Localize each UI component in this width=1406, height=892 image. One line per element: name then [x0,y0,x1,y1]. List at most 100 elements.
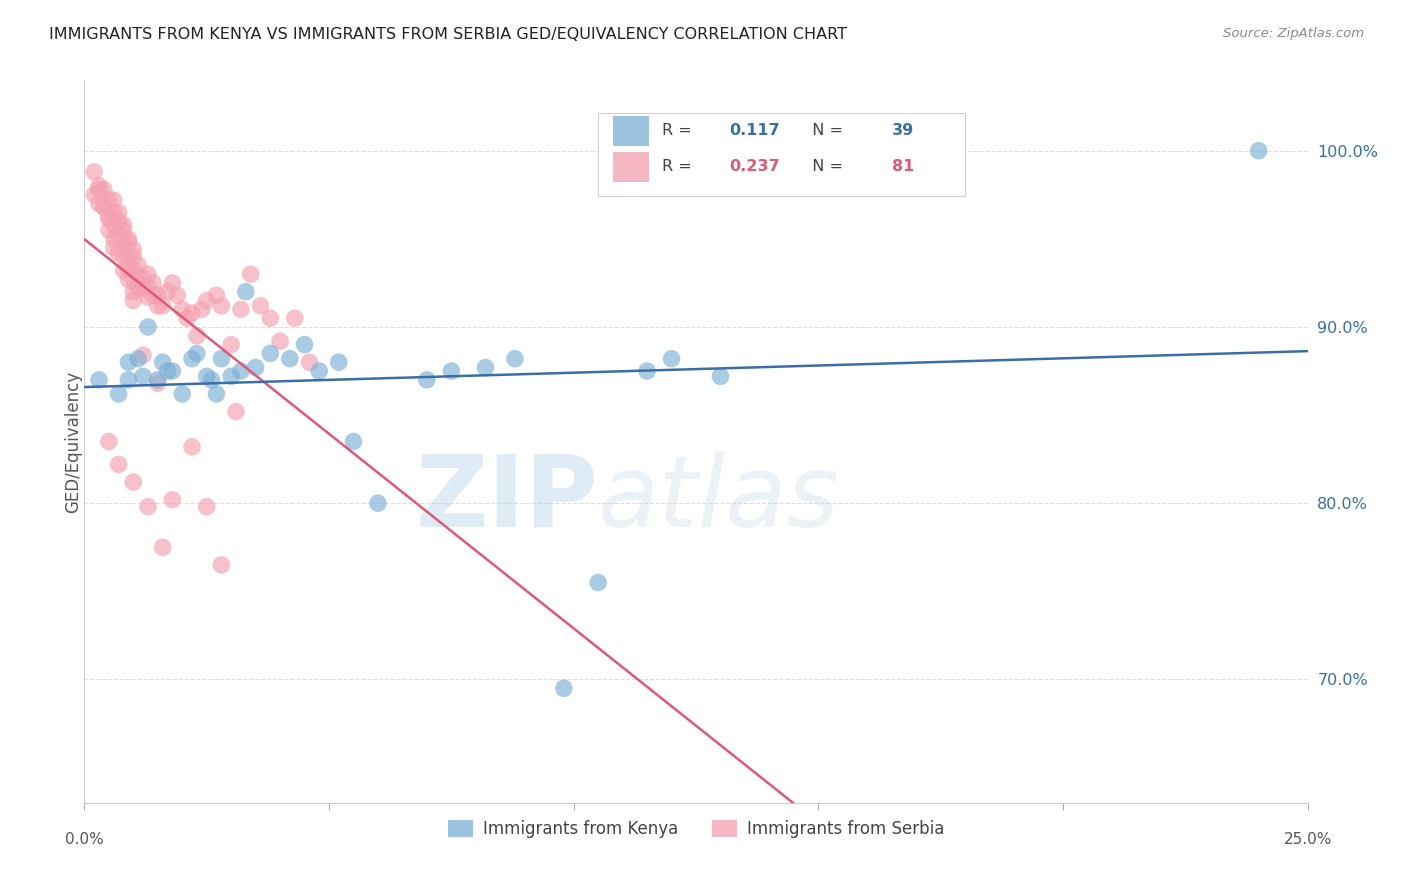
Point [136,267,159,281]
Point [103,193,125,207]
Point [229,302,252,317]
Text: R =: R = [662,123,696,138]
Point [103,232,125,246]
Text: IMMIGRANTS FROM KENYA VS IMMIGRANTS FROM SERBIA GED/EQUIVALENCY CORRELATION CHAR: IMMIGRANTS FROM KENYA VS IMMIGRANTS FROM… [49,27,848,42]
Text: 39: 39 [891,123,914,138]
Point [107,228,129,243]
Point [1247,144,1270,158]
Text: 0.237: 0.237 [728,160,779,175]
Point [127,281,149,295]
Point [181,351,204,366]
Text: R =: R = [662,160,696,175]
Point [152,541,174,555]
Point [93,200,115,214]
Point [191,302,214,317]
Point [239,267,262,281]
Text: Source: ZipAtlas.com: Source: ZipAtlas.com [1223,27,1364,40]
Point [229,364,252,378]
Point [112,250,135,264]
Point [87,179,110,194]
Point [269,334,291,348]
Point [136,290,159,304]
Point [146,376,169,391]
Point [162,364,184,378]
Point [152,355,174,369]
Point [93,200,115,214]
Point [107,246,129,260]
Y-axis label: GED/Equivalency: GED/Equivalency [65,370,82,513]
Point [219,369,242,384]
Text: 25.0%: 25.0% [1284,831,1331,847]
Point [117,250,139,264]
Point [103,205,125,219]
Point [342,434,364,449]
Point [127,351,149,366]
Point [142,276,165,290]
Point [503,351,526,366]
Point [636,364,658,378]
Point [117,272,139,286]
Point [328,355,350,369]
Point [205,288,228,302]
Point [122,274,145,288]
Text: 0.117: 0.117 [728,123,779,138]
Point [132,281,155,295]
Point [205,387,228,401]
Point [172,302,194,317]
Point [225,404,247,418]
Point [259,346,281,360]
Point [298,355,321,369]
Point [294,337,316,351]
FancyBboxPatch shape [598,112,965,196]
Point [474,360,496,375]
Point [136,279,159,293]
Point [122,285,145,299]
Point [586,575,609,590]
Point [209,558,232,572]
Point [87,196,110,211]
Point [195,293,218,308]
Point [117,261,139,276]
Point [284,311,307,326]
Text: N =: N = [803,160,848,175]
Point [146,373,169,387]
Point [709,369,731,384]
Point [83,165,105,179]
Point [103,218,125,232]
Point [553,681,575,696]
Point [107,205,129,219]
Point [87,182,110,196]
Point [136,500,159,514]
Point [367,496,389,510]
Point [122,293,145,308]
Point [127,258,149,272]
Point [97,211,120,225]
Point [146,288,169,302]
Point [132,348,155,362]
Point [83,187,105,202]
Point [87,373,110,387]
Point [112,237,135,252]
Point [107,387,129,401]
Point [235,285,257,299]
Point [97,434,120,449]
Point [181,440,204,454]
Point [122,475,145,489]
FancyBboxPatch shape [613,116,650,146]
Point [209,351,232,366]
Point [181,306,204,320]
Point [156,364,179,378]
Point [112,218,135,232]
Point [97,223,120,237]
Point [146,299,169,313]
Point [166,288,188,302]
Point [127,270,149,285]
Point [93,182,115,196]
Point [259,311,281,326]
Point [308,364,330,378]
Point [142,288,165,302]
Point [97,193,120,207]
Point [219,337,242,351]
Point [162,492,184,507]
Point [97,211,120,225]
